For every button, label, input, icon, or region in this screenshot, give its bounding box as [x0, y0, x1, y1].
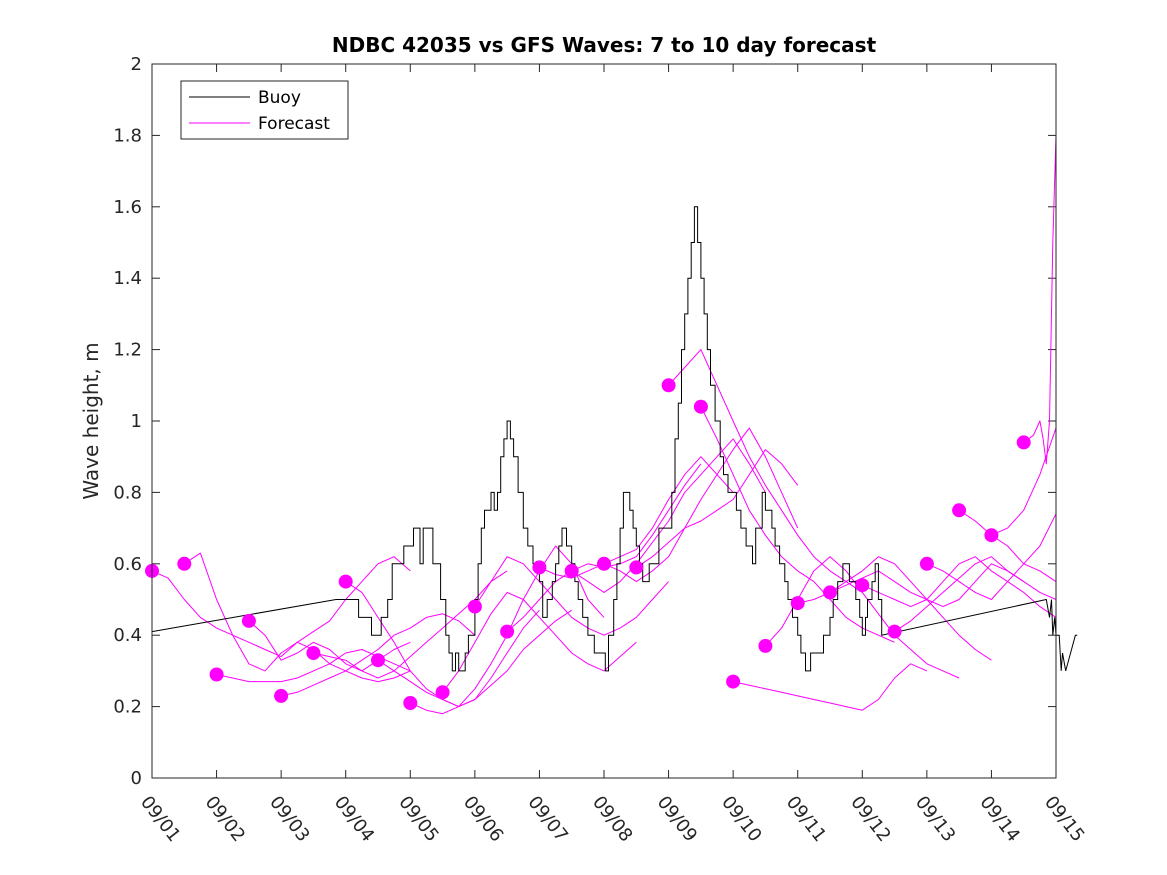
- chart-title: NDBC 42035 vs GFS Waves: 7 to 10 day for…: [332, 33, 877, 57]
- forecast-marker: [564, 563, 579, 578]
- forecast-marker: [790, 596, 805, 611]
- forecast-marker: [274, 688, 289, 703]
- forecast-marker: [919, 556, 934, 571]
- forecast-series-line: [377, 609, 572, 708]
- forecast-marker: [984, 528, 999, 543]
- forecast-marker: [241, 613, 256, 628]
- axes-box: [151, 63, 1057, 779]
- y-tick-label: 1.8: [113, 125, 142, 146]
- forecast-series-line: [603, 427, 799, 583]
- y-tick-label: 0: [131, 768, 142, 789]
- legend-buoy-label: Buoy: [258, 88, 301, 108]
- forecast-series-line: [151, 556, 411, 658]
- forecast-marker: [209, 667, 224, 682]
- forecast-series-line: [184, 552, 411, 683]
- forecast-series-line: [280, 613, 476, 697]
- forecast-marker: [306, 646, 321, 660]
- y-tick-label: 1: [131, 411, 142, 432]
- forecast-marker: [887, 624, 902, 639]
- forecast-marker: [371, 653, 385, 668]
- y-tick-label: 0.2: [113, 697, 142, 718]
- legend: Buoy Forecast: [180, 80, 349, 140]
- forecast-series-line: [636, 449, 799, 568]
- y-tick-label: 1.6: [113, 197, 142, 218]
- forecast-marker: [500, 624, 515, 639]
- forecast-marker: [661, 378, 676, 393]
- forecast-marker: [532, 560, 547, 575]
- forecast-series-line: [539, 456, 734, 579]
- plot-area: [152, 64, 1056, 778]
- forecast-marker: [855, 578, 870, 593]
- forecast-marker: [435, 685, 450, 700]
- forecast-marker: [597, 556, 611, 571]
- forecast-series-line: [862, 556, 1057, 618]
- forecast-series-line: [1023, 135, 1057, 465]
- y-tick-label: 0.6: [113, 554, 142, 575]
- y-tick-label: 2: [131, 54, 142, 75]
- forecast-series-line: [668, 349, 863, 593]
- forecast-series-line: [732, 663, 928, 711]
- forecast-marker: [177, 556, 192, 571]
- forecast-series-line: [571, 438, 766, 593]
- series-layer: [145, 135, 1078, 715]
- forecast-marker: [693, 399, 708, 414]
- forecast-series-line: [926, 513, 1057, 600]
- legend-box: [180, 80, 349, 140]
- forecast-series-line: [442, 591, 637, 693]
- forecast-marker: [467, 599, 482, 614]
- legend-forecast-label: Forecast: [258, 114, 330, 134]
- forecast-marker: [726, 674, 741, 689]
- forecast-marker: [1016, 435, 1031, 450]
- y-tick-label: 1.4: [113, 268, 142, 289]
- forecast-marker: [952, 503, 967, 518]
- forecast-series-line: [958, 509, 1057, 583]
- forecast-marker: [758, 638, 773, 653]
- y-tick-label: 0.8: [113, 482, 142, 503]
- forecast-marker: [823, 585, 837, 600]
- forecast-series-line: [474, 556, 669, 636]
- buoy-series-line: [151, 206, 1078, 672]
- y-tick-label: 0.4: [113, 625, 142, 646]
- y-axis-ticks: 0 0.2 0.4 0.6 0.8 1 1.2 1.4 1.6 1.8 2: [113, 54, 1056, 789]
- forecast-marker: [629, 560, 644, 575]
- y-axis-label: Wave height, m: [79, 342, 103, 499]
- y-tick-label: 1.2: [113, 340, 142, 361]
- forecast-marker: [338, 574, 353, 589]
- forecast-marker: [403, 696, 418, 710]
- forecast-series-line: [894, 556, 1057, 633]
